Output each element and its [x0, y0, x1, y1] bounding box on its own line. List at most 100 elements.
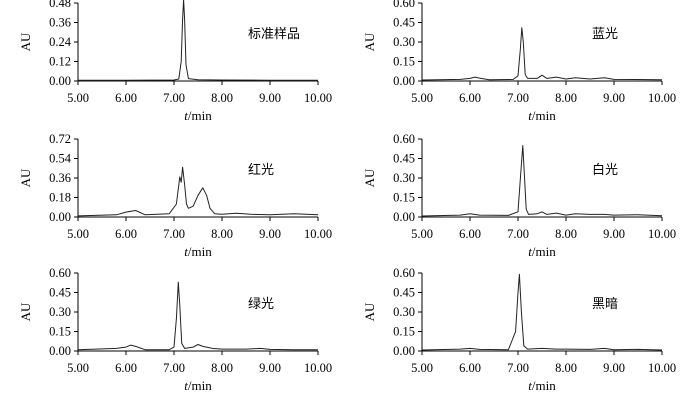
chromatogram-line [78, 0, 318, 81]
x-axis-variable: t [184, 108, 188, 123]
x-tick-label: 9.00 [603, 361, 625, 375]
x-tick-label: 7.00 [163, 91, 185, 105]
x-tick-label: 10.00 [648, 227, 676, 241]
chart-panel-3: 0.00 0.15 0.30 0.45 0.60 5.00 6.00 7.00 8.00 9.00… [362, 132, 676, 259]
x-tick-label: 9.00 [259, 361, 281, 375]
x-tick-label: 5.00 [67, 361, 89, 375]
x-tick-label: 5.00 [411, 91, 433, 105]
x-tick-label: 5.00 [411, 227, 433, 241]
panel-label: 绿光 [248, 297, 274, 312]
y-tick-label: 0.18 [49, 191, 71, 205]
y-tick-label: 0.00 [393, 210, 415, 224]
chart-panel-4: 0.00 0.15 0.30 0.45 0.60 5.00 6.00 7.00 8.00 9.00… [18, 266, 332, 393]
y-axis-label: AU [362, 168, 377, 187]
x-tick-label: 5.00 [411, 361, 433, 375]
y-tick-label: 0.15 [49, 325, 71, 339]
x-tick-label: 7.00 [163, 227, 185, 241]
x-tick-label: 8.00 [555, 227, 577, 241]
x-axis-variable: t [528, 244, 532, 259]
x-axis-label: t/min [528, 108, 556, 123]
y-axis-label: AU [362, 32, 377, 51]
panel-label: 白光 [592, 162, 618, 178]
x-tick-label: 6.00 [115, 361, 137, 375]
x-tick-label: 10.00 [304, 361, 332, 375]
y-tick-label: 0.00 [393, 74, 415, 88]
chart-panel-5: 0.00 0.15 0.30 0.45 0.60 5.00 6.00 7.00 8.00 9.00… [362, 266, 676, 393]
chart-panel-2: 0.00 0.18 0.36 0.54 0.72 5.00 6.00 7.00 8.00 9.00… [18, 132, 332, 259]
y-tick-label: 0.60 [393, 132, 415, 146]
y-tick-label: 0.36 [49, 171, 71, 185]
y-tick-label: 0.30 [393, 305, 415, 319]
y-tick-label: 0.00 [393, 344, 415, 358]
x-axis-unit: /min [188, 378, 212, 393]
x-tick-label: 9.00 [603, 227, 625, 241]
x-tick-label: 6.00 [459, 91, 481, 105]
y-axis-label: AU [18, 302, 33, 321]
x-axis-unit: /min [532, 378, 556, 393]
panel-label: 黑暗 [592, 297, 618, 312]
y-tick-label: 0.45 [393, 16, 415, 30]
x-axis-unit: /min [532, 244, 556, 259]
panel-label: 红光 [248, 162, 274, 178]
y-tick-label: 0.36 [49, 16, 71, 30]
x-axis-variable: t [184, 378, 188, 393]
x-tick-label: 8.00 [555, 91, 577, 105]
x-tick-label: 6.00 [459, 361, 481, 375]
y-axis-label: AU [362, 302, 377, 321]
y-tick-label: 0.54 [49, 152, 72, 166]
chromatogram-line [421, 145, 663, 217]
x-axis-label: t/min [184, 378, 212, 393]
y-tick-label: 0.45 [393, 286, 415, 300]
x-tick-label: 7.00 [507, 361, 529, 375]
y-tick-label: 0.00 [49, 210, 71, 224]
y-tick-label: 0.60 [393, 266, 415, 280]
x-axis-unit: /min [532, 108, 556, 123]
x-axis-unit: /min [188, 108, 212, 123]
x-tick-label: 8.00 [555, 361, 577, 375]
y-tick-label: 0.72 [49, 132, 71, 146]
y-tick-label: 0.60 [49, 266, 71, 280]
y-tick-label: 0.24 [49, 35, 72, 49]
x-tick-label: 6.00 [115, 91, 137, 105]
x-axis-unit: /min [188, 244, 212, 259]
x-axis-label: t/min [528, 244, 556, 259]
x-axis-label: t/min [528, 378, 556, 393]
x-tick-label: 7.00 [507, 227, 529, 241]
x-tick-label: 10.00 [648, 361, 676, 375]
x-tick-label: 8.00 [211, 91, 233, 105]
x-tick-label: 6.00 [115, 227, 137, 241]
x-tick-label: 8.00 [211, 227, 233, 241]
x-tick-label: 5.00 [67, 227, 89, 241]
x-tick-label: 9.00 [259, 91, 281, 105]
x-tick-label: 5.00 [67, 91, 89, 105]
y-axis-label: AU [18, 32, 33, 51]
x-axis-label: t/min [184, 108, 212, 123]
panel-label: 标准样品 [248, 27, 300, 42]
x-axis-label: t/min [184, 244, 212, 259]
x-tick-label: 6.00 [459, 227, 481, 241]
x-axis-variable: t [528, 378, 532, 393]
y-tick-label: 0.15 [393, 191, 415, 205]
x-tick-label: 8.00 [211, 361, 233, 375]
x-tick-label: 9.00 [259, 227, 281, 241]
y-tick-label: 0.00 [49, 74, 71, 88]
y-tick-label: 0.15 [393, 55, 415, 69]
x-tick-label: 10.00 [304, 91, 332, 105]
y-tick-label: 0.12 [49, 55, 71, 69]
y-axis-label: AU [18, 168, 33, 187]
x-tick-label: 10.00 [648, 91, 676, 105]
chromatogram-line [77, 166, 319, 217]
y-tick-label: 0.00 [49, 344, 71, 358]
x-axis-variable: t [184, 244, 188, 259]
panel-label: 蓝光 [592, 27, 618, 42]
y-tick-label: 0.48 [49, 0, 71, 10]
x-axis-variable: t [528, 108, 532, 123]
x-tick-label: 9.00 [603, 91, 625, 105]
y-tick-label: 0.30 [393, 171, 415, 185]
y-tick-label: 0.30 [393, 35, 415, 49]
chromatogram-line [421, 27, 663, 81]
y-tick-label: 0.45 [49, 286, 71, 300]
y-tick-label: 0.60 [393, 0, 415, 10]
y-tick-label: 0.30 [49, 305, 71, 319]
